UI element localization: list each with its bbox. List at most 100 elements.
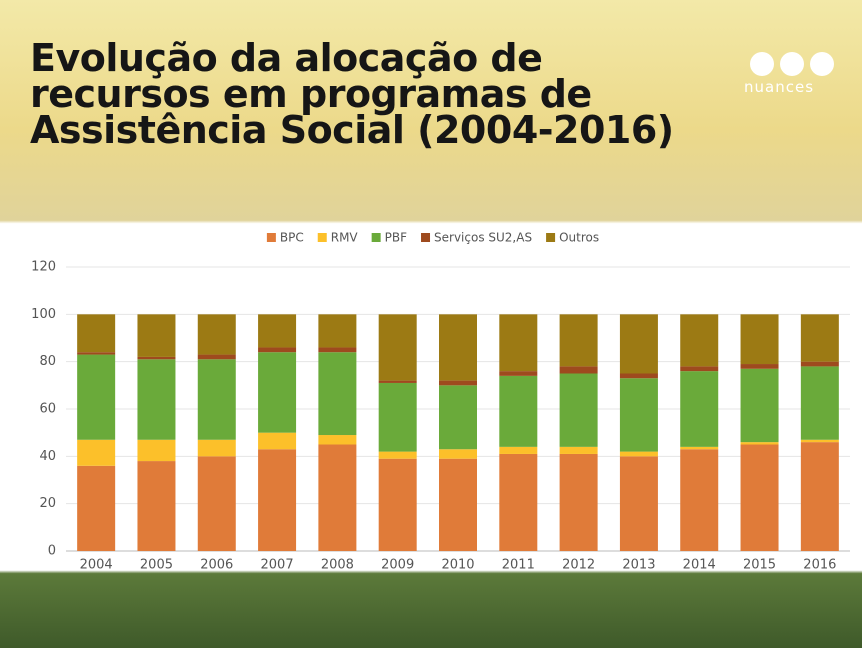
x-tick-label: 2006: [200, 558, 233, 573]
title-line: Assistência Social (2004-2016): [30, 108, 674, 152]
logo-dot: [750, 52, 774, 76]
bar-segment: [77, 465, 116, 551]
x-tick-label: 2012: [562, 558, 595, 573]
legend-swatch: [266, 233, 276, 242]
legend-label: Outros: [559, 231, 599, 245]
y-tick-label: 60: [39, 402, 56, 417]
legend-swatch: [421, 233, 431, 242]
bar-segment: [378, 451, 417, 459]
bar-segment: [197, 456, 236, 551]
x-tick-label: 2005: [140, 558, 173, 573]
bar-segment: [318, 352, 357, 436]
x-tick-label: 2007: [261, 558, 294, 573]
bar-segment: [439, 385, 477, 450]
x-tick-label: 2004: [80, 558, 113, 573]
bar-segment: [499, 453, 538, 551]
bar-segment: [499, 371, 538, 376]
bar-segment: [197, 354, 236, 360]
bar-segment: [318, 314, 357, 348]
bar-segment: [77, 352, 116, 355]
chart-title: Evolução da alocação de recursos em prog…: [30, 36, 674, 152]
logo-dot: [810, 52, 834, 76]
bar-segment: [378, 458, 417, 551]
bar-segment: [499, 314, 538, 372]
bar-segment: [197, 439, 236, 457]
bar-segment: [137, 314, 176, 357]
bar-segment: [559, 453, 598, 551]
bar-segment: [680, 366, 719, 372]
bar-segment: [318, 347, 357, 353]
x-tick-label: 2010: [441, 558, 474, 573]
bar-segment: [800, 314, 839, 362]
legend-label: Serviços SU2,AS: [434, 231, 532, 245]
legend-swatch: [546, 233, 556, 242]
bar-segment: [77, 314, 116, 353]
x-tick-label: 2011: [502, 558, 535, 573]
y-tick-label: 40: [39, 449, 56, 464]
bar-segment: [439, 314, 477, 381]
x-tick-label: 2015: [743, 558, 776, 573]
legend-label: PBF: [385, 231, 407, 245]
bar-segment: [258, 314, 297, 348]
x-tick-label: 2014: [683, 558, 716, 573]
y-tick-label: 80: [39, 354, 56, 369]
bar-segment: [740, 368, 779, 443]
bar-segment: [258, 449, 297, 551]
bar-segment: [680, 314, 719, 367]
bar-segment: [740, 442, 779, 445]
bar-segment: [439, 380, 477, 386]
bar-segment: [619, 378, 658, 452]
bar-segment: [800, 361, 839, 367]
bar-segment: [258, 432, 297, 450]
y-tick-label: 20: [39, 496, 56, 511]
bar-segment: [137, 356, 176, 360]
bar-segment: [559, 446, 598, 454]
bar-segment: [619, 373, 658, 379]
bar-segment: [800, 442, 839, 551]
bar-segment: [197, 314, 236, 355]
title-line: Evolução da alocação de: [30, 36, 543, 80]
bar-segment: [197, 359, 236, 440]
bar-segment: [680, 446, 719, 450]
bar-segment: [439, 458, 477, 551]
bar-segment: [77, 439, 116, 466]
y-tick-label: 0: [48, 544, 56, 559]
bar-segment: [318, 444, 357, 551]
bar-segment: [680, 449, 719, 551]
x-tick-label: 2013: [622, 558, 655, 573]
bar-segment: [137, 359, 176, 440]
bar-segment: [800, 439, 839, 443]
bar-segment: [137, 439, 176, 462]
y-tick-label: 120: [31, 260, 56, 275]
title-line: recursos em programas de: [30, 72, 592, 116]
bar-segment: [137, 461, 176, 551]
bar-segment: [318, 435, 357, 445]
bar-segment: [258, 352, 297, 433]
logo-dot: [780, 52, 804, 76]
bar-segment: [378, 314, 417, 381]
bar-segment: [559, 366, 598, 374]
bar-segment: [378, 382, 417, 452]
bar-segment: [378, 380, 417, 383]
y-tick-label: 100: [31, 307, 56, 322]
bar-segment: [619, 456, 658, 551]
bar-segment: [619, 451, 658, 457]
bar-segment: [740, 364, 779, 369]
legend-label: RMV: [331, 231, 359, 245]
x-tick-label: 2008: [321, 558, 354, 573]
bar-segment: [680, 371, 719, 447]
legend-swatch: [371, 233, 381, 242]
bar-segment: [258, 347, 297, 353]
x-tick-label: 2009: [381, 558, 414, 573]
bar-segment: [619, 314, 658, 374]
bar-segment: [439, 449, 477, 459]
bar-segment: [499, 446, 538, 454]
legend-swatch: [317, 233, 327, 242]
legend-label: BPC: [280, 231, 304, 245]
bar-segment: [77, 354, 116, 440]
brand: nuances: [744, 78, 815, 96]
bar-segment: [499, 375, 538, 447]
bar-segment: [740, 314, 779, 365]
